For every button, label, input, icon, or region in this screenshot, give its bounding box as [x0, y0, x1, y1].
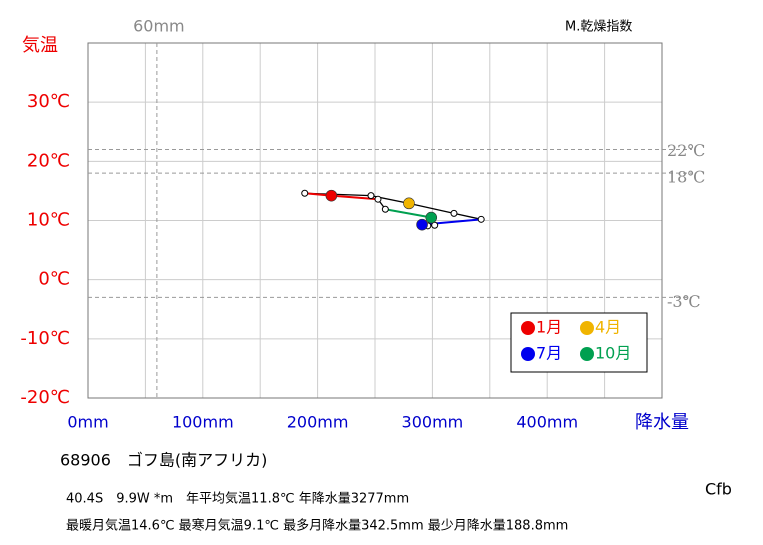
reference-label: 18℃ [667, 168, 705, 187]
month-point [374, 195, 382, 203]
y-tick-label: 30℃ [27, 91, 70, 112]
month-point [431, 221, 439, 229]
x-tick-label: 400mm [516, 413, 578, 432]
y-tick-label: 0℃ [38, 269, 70, 290]
highlight-point [416, 218, 428, 231]
y-tick-label: -10℃ [20, 328, 70, 349]
month-point [381, 205, 389, 213]
reference-label: 22℃ [667, 141, 705, 160]
month-point [477, 215, 485, 223]
info-line: 40.4S 9.9W *m 年平均気温11.8℃ 年降水量3277mm [66, 491, 409, 507]
legend-label: 10月 [595, 344, 631, 363]
legend-marker [521, 321, 535, 335]
legend-marker [580, 347, 594, 361]
x-tick-label: 0mm [67, 413, 108, 432]
reference-label: 60mm [133, 17, 185, 36]
climate-class: Cfb [705, 480, 732, 499]
highlight-point [403, 197, 415, 210]
x-tick-label: 300mm [402, 413, 464, 432]
x-axis-label: 降水量 [635, 412, 689, 433]
chart-title: 68906 ゴフ島(南アフリカ) [60, 451, 267, 470]
legend-box [510, 312, 648, 373]
y-tick-label: 10℃ [27, 210, 70, 231]
legend-label: 7月 [536, 344, 562, 363]
info-line: 最暖月気温14.6℃ 最寒月気温9.1℃ 最多月降水量342.5mm 最少月降水… [66, 518, 568, 534]
highlight-point [425, 211, 438, 224]
highlight-segment [385, 208, 432, 219]
legend-marker [521, 347, 535, 361]
plot-frame [87, 42, 663, 399]
month-point [301, 189, 309, 197]
legend-label: 4月 [595, 318, 621, 337]
month-point [450, 209, 458, 217]
reference-label: -3℃ [667, 292, 700, 311]
y-tick-label: -20℃ [20, 387, 70, 408]
index-label: M.乾燥指数 [565, 20, 632, 35]
x-tick-label: 200mm [287, 413, 349, 432]
legend-label: 1月 [536, 318, 562, 337]
y-tick-label: 20℃ [27, 150, 70, 171]
y-axis-label: 気温 [22, 35, 58, 56]
x-tick-label: 100mm [172, 413, 234, 432]
highlight-point [325, 189, 338, 202]
legend-marker [580, 321, 594, 335]
month-point [367, 192, 375, 200]
